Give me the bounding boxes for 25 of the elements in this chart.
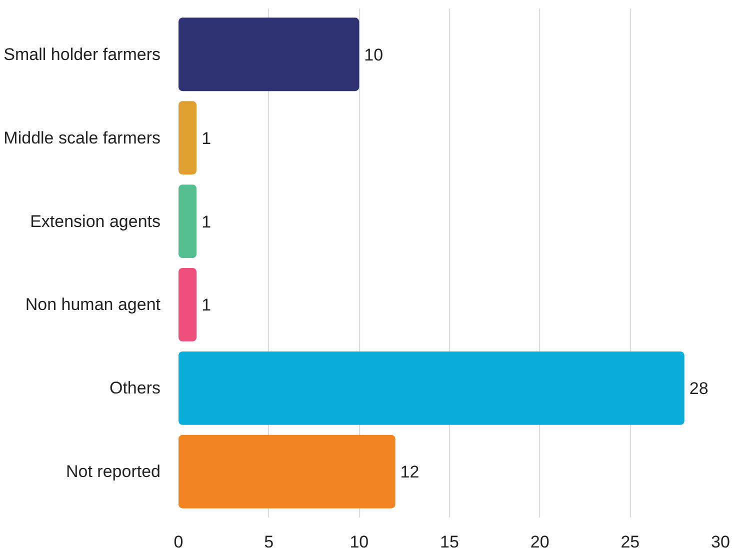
x-tick-label: 10 bbox=[350, 532, 369, 550]
y-tick-label: Small holder farmers bbox=[4, 44, 160, 64]
x-tick-label: 0 bbox=[174, 532, 184, 550]
x-tick-label: 5 bbox=[264, 532, 274, 550]
x-tick-label: 15 bbox=[440, 532, 459, 550]
bar bbox=[178, 268, 197, 342]
y-tick-label: Middle scale farmers bbox=[4, 128, 160, 148]
data-label: 1 bbox=[202, 128, 212, 148]
data-label: 12 bbox=[400, 462, 420, 482]
bar bbox=[178, 351, 684, 425]
bar bbox=[178, 101, 197, 175]
bar bbox=[178, 184, 197, 258]
data-label: 10 bbox=[364, 45, 384, 64]
y-tick-label: Not reported bbox=[66, 462, 161, 482]
y-tick-label: Others bbox=[109, 378, 161, 398]
y-tick-label: Extension agents bbox=[30, 212, 160, 231]
bar bbox=[178, 434, 396, 508]
x-tick-label: 30 bbox=[711, 532, 730, 550]
data-label: 1 bbox=[202, 296, 212, 315]
x-tick-label: 20 bbox=[530, 532, 550, 550]
y-tick-label: Non human agent bbox=[25, 295, 161, 314]
x-tick-label: 25 bbox=[620, 532, 640, 550]
data-label: 1 bbox=[202, 212, 212, 232]
data-label: 28 bbox=[689, 379, 708, 398]
bar bbox=[178, 18, 360, 92]
